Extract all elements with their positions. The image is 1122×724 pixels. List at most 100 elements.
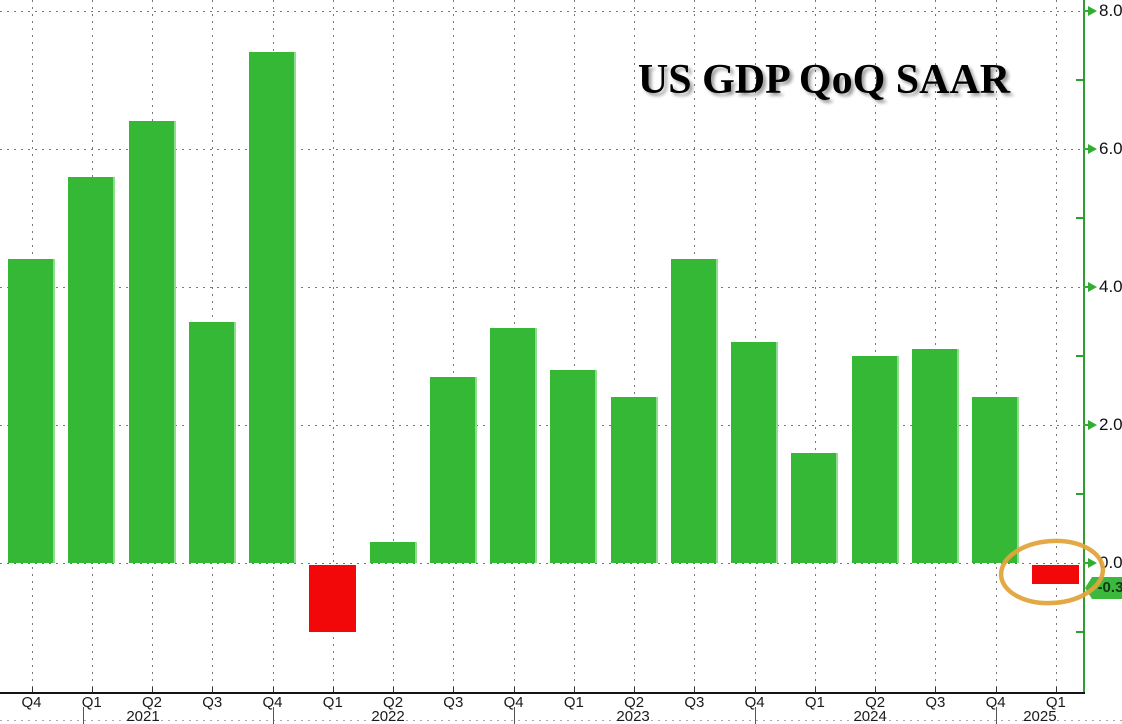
y-axis-arrow-icon — [1088, 420, 1097, 430]
vertical-gridline — [573, 0, 575, 692]
x-tick-label: Q3 — [202, 694, 223, 711]
x-tick-label: Q3 — [925, 694, 946, 711]
x-tick — [1055, 687, 1057, 692]
y-minor-tick — [1076, 79, 1084, 81]
x-tick — [935, 687, 937, 692]
year-separator-tick — [514, 707, 515, 724]
bar-q1-2023 — [550, 369, 598, 563]
bar-q1-2022 — [309, 565, 357, 632]
x-tick — [814, 687, 816, 692]
x-tick-label: Q4 — [262, 694, 283, 711]
vertical-gridline — [332, 0, 334, 692]
x-tick-label: Q1 — [322, 694, 343, 711]
chart-title: US GDP QoQ SAAR — [637, 57, 1011, 103]
x-tick — [332, 687, 334, 692]
x-tick — [212, 687, 214, 692]
x-tick-label: Q4 — [503, 694, 524, 711]
y-axis-arrow-icon — [1088, 144, 1097, 154]
bar-q1-2021 — [68, 176, 116, 563]
x-tick — [513, 687, 515, 692]
y-minor-tick — [1076, 493, 1084, 495]
x-tick-label: Q1 — [1045, 694, 1066, 711]
vertical-gridline — [393, 0, 395, 692]
bar-q4-2021 — [249, 52, 297, 563]
x-tick — [91, 687, 93, 692]
bar-q3-2021 — [188, 321, 236, 563]
y-axis-tick-label: 2.0 — [1099, 415, 1122, 434]
vertical-gridline — [995, 0, 997, 692]
bar-q3-2023 — [670, 259, 718, 563]
horizontal-gridline — [0, 563, 1083, 564]
bar-q4-2022 — [490, 328, 538, 563]
x-tick — [272, 687, 274, 692]
bar-q1-2024 — [791, 452, 839, 563]
bar-q2-2022 — [369, 542, 417, 563]
bar-q4-2024 — [972, 397, 1020, 563]
x-tick-label: Q4 — [985, 694, 1006, 711]
x-tick — [453, 687, 455, 692]
year-separator-tick — [755, 707, 756, 724]
year-separator-tick — [273, 707, 274, 724]
vertical-gridline — [453, 0, 455, 692]
bar-q3-2022 — [429, 376, 477, 563]
y-axis-tick-label: 6.0 — [1099, 139, 1122, 158]
latest-value-tag: -0.3 — [1085, 577, 1122, 599]
bar-q2-2024 — [851, 356, 899, 563]
y-axis-arrow-stem — [1083, 148, 1089, 150]
x-tick — [393, 687, 395, 692]
y-axis-arrow-stem — [1083, 424, 1089, 426]
x-year-label: 2022 — [371, 708, 405, 724]
x-tick-label: Q1 — [81, 694, 102, 711]
x-tick-label: Q3 — [443, 694, 464, 711]
x-year-label: 2021 — [126, 708, 160, 724]
x-tick-label: Q2 — [865, 694, 886, 711]
y-minor-tick — [1076, 631, 1084, 633]
x-tick-label: Q2 — [624, 694, 645, 711]
vertical-gridline — [1055, 0, 1057, 692]
x-year-label: 2023 — [616, 708, 650, 724]
bar-q4-2020 — [8, 259, 55, 563]
x-tick — [754, 687, 756, 692]
vertical-gridline — [875, 0, 877, 692]
x-tick-label: Q2 — [383, 694, 404, 711]
year-separator-tick — [83, 707, 84, 724]
x-tick-label: Q2 — [142, 694, 163, 711]
x-tick-label: Q3 — [684, 694, 705, 711]
y-minor-tick — [1076, 217, 1084, 219]
x-year-label: 2024 — [853, 708, 887, 724]
x-tick — [875, 687, 877, 692]
y-minor-tick — [1076, 355, 1084, 357]
bottom-dotted-gridline — [0, 720, 1122, 721]
vertical-gridline — [634, 0, 636, 692]
x-tick — [152, 687, 154, 692]
y-axis-arrow-icon — [1088, 282, 1097, 292]
x-tick-label: Q1 — [563, 694, 584, 711]
x-tick — [694, 687, 696, 692]
bar-q2-2021 — [128, 121, 176, 563]
y-axis-tick-label: 4.0 — [1099, 277, 1122, 296]
horizontal-gridline — [0, 425, 1083, 426]
year-separator-tick — [996, 707, 997, 724]
x-year-label: 2025 — [1023, 708, 1057, 724]
vertical-gridline — [935, 0, 937, 692]
y-axis-arrow-icon — [1088, 6, 1097, 16]
bar-q2-2023 — [610, 397, 658, 563]
y-axis-arrow-stem — [1083, 10, 1089, 12]
bar-q1-2025 — [1032, 565, 1080, 584]
x-tick — [31, 687, 33, 692]
horizontal-gridline — [0, 287, 1083, 288]
x-tick-label: Q1 — [804, 694, 825, 711]
bar-q4-2023 — [731, 342, 779, 563]
y-axis-arrow-icon — [1088, 558, 1097, 568]
x-tick-label: Q4 — [21, 694, 42, 711]
x-tick — [995, 687, 997, 692]
horizontal-gridline — [0, 11, 1083, 12]
y-axis-tick-label: 0.0 — [1099, 553, 1122, 572]
y-axis-tick-label: 8.0 — [1099, 1, 1122, 20]
horizontal-gridline — [0, 149, 1083, 150]
y-axis-line — [1083, 0, 1085, 693]
y-axis-arrow-stem — [1083, 286, 1089, 288]
x-tick — [573, 687, 575, 692]
bar-q3-2024 — [911, 349, 959, 563]
